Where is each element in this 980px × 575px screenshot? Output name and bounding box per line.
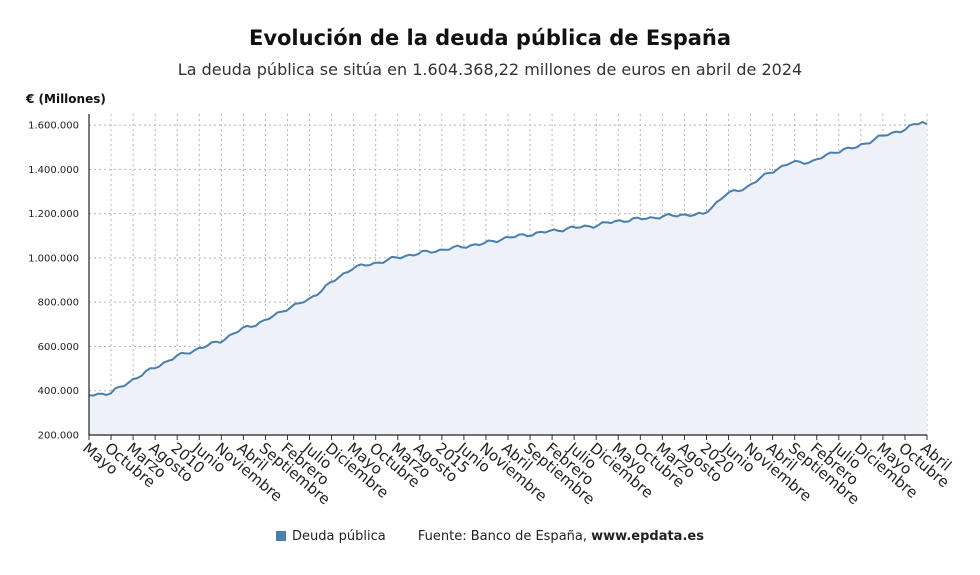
legend-series-label: Deuda pública: [292, 529, 386, 544]
y-tick-label: 400.000: [38, 386, 79, 397]
y-tick-label: 600.000: [38, 342, 79, 353]
y-tick-label: 1.400.000: [28, 165, 79, 176]
series-area-deuda-publica: [89, 122, 927, 435]
series-line-deuda-publica: [88, 121, 928, 397]
legend: Deuda pública Fuente: Banco de España, w…: [0, 529, 980, 544]
axes: [88, 114, 928, 440]
y-tick-label: 1.200.000: [28, 209, 79, 220]
chart-title: Evolución de la deuda pública de España: [248, 26, 732, 50]
y-ticks: 200.000 400.000 600.000 800.000 1.000.000 1.2…: [28, 121, 79, 442]
y-tick-label: 1.000.000: [28, 253, 79, 264]
y-tick-label: 200.000: [38, 431, 79, 442]
source-link[interactable]: www.epdata.es: [591, 529, 704, 544]
x-ticks: MayoOctubreMarzoAgosto2010JunioNoviembre…: [79, 438, 955, 508]
chart-subtitle: La deuda pública se sitúa en 1.604.368,2…: [177, 60, 803, 79]
y-tick-label: 800.000: [38, 298, 79, 309]
legend-swatch: [276, 530, 287, 541]
y-axis-label: € (Millones): [26, 92, 106, 106]
y-tick-label: 1.600.000: [28, 121, 79, 132]
source-text: Fuente: Banco de España,: [417, 529, 592, 544]
